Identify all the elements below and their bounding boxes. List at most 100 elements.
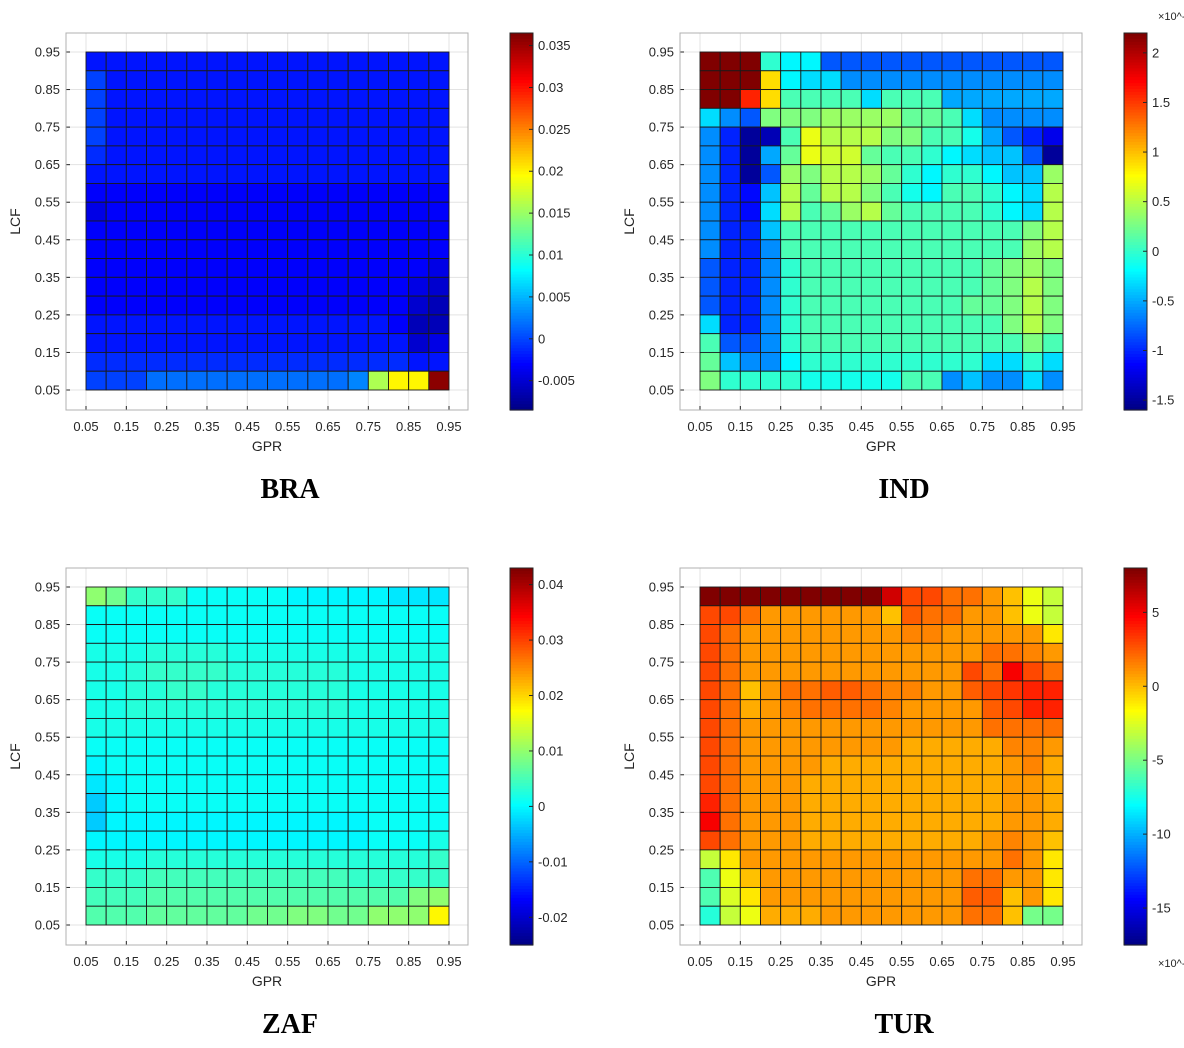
heatmap-cell bbox=[699, 661, 721, 682]
colorbar-segment bbox=[510, 171, 533, 175]
heatmap-cell bbox=[881, 642, 903, 663]
x-tick-label: 0.25 bbox=[154, 419, 179, 434]
heatmap-cell bbox=[307, 774, 329, 795]
heatmap-cell bbox=[186, 145, 208, 166]
heatmap-cell bbox=[226, 886, 248, 907]
heatmap-cell bbox=[146, 905, 168, 926]
colorbar-segment bbox=[510, 909, 533, 914]
heatmap-cell bbox=[840, 886, 862, 907]
heatmap-cell bbox=[901, 220, 923, 241]
colorbar-segment bbox=[1124, 623, 1147, 628]
heatmap-cell bbox=[388, 70, 410, 91]
heatmap-cell bbox=[327, 755, 349, 776]
colorbar-segment bbox=[1124, 256, 1147, 261]
heatmap-cell bbox=[125, 774, 147, 795]
heatmap-cell bbox=[166, 661, 188, 682]
heatmap-cell bbox=[921, 164, 943, 184]
colorbar-segment bbox=[510, 732, 533, 737]
heatmap-cell bbox=[860, 89, 882, 109]
colorbar-segment bbox=[510, 656, 533, 660]
heatmap-cell bbox=[105, 774, 127, 795]
heatmap-cell bbox=[267, 107, 289, 128]
heatmap-cell bbox=[388, 239, 410, 260]
heatmap-cell bbox=[699, 239, 721, 260]
heatmap-cell bbox=[327, 699, 349, 719]
colorbar-segment bbox=[1124, 609, 1147, 613]
heatmap-cell bbox=[921, 295, 943, 316]
colorbar-segment bbox=[1124, 930, 1147, 934]
heatmap-cell bbox=[166, 51, 188, 72]
heatmap-cell bbox=[428, 70, 450, 91]
heatmap-cell bbox=[760, 164, 782, 184]
heatmap-cell bbox=[961, 642, 983, 663]
colorbar-segment bbox=[510, 918, 533, 923]
colorbar-segment bbox=[1124, 853, 1147, 858]
colorbar-segment bbox=[1124, 118, 1147, 122]
heatmap-cell bbox=[760, 849, 782, 870]
colorbar-segment bbox=[1124, 830, 1147, 834]
heatmap-cell bbox=[820, 774, 842, 795]
heatmap-cell bbox=[739, 680, 761, 701]
heatmap-cell bbox=[307, 699, 329, 719]
heatmap-cell bbox=[166, 699, 188, 719]
heatmap-cell bbox=[267, 755, 289, 776]
heatmap-cell bbox=[1022, 717, 1044, 738]
heatmap-cell bbox=[820, 314, 842, 335]
heatmap-cell bbox=[840, 605, 862, 626]
heatmap-cell bbox=[125, 295, 147, 316]
heatmap-cell bbox=[860, 661, 882, 682]
heatmap-cell bbox=[921, 126, 943, 147]
heatmap-cell bbox=[428, 145, 450, 166]
heatmap-cell bbox=[226, 51, 248, 72]
colorbar-segment bbox=[1124, 139, 1147, 143]
heatmap-cell bbox=[699, 89, 721, 109]
colorbar-segment bbox=[510, 165, 533, 170]
heatmap-cell bbox=[347, 699, 369, 719]
heatmap-cell bbox=[166, 164, 188, 184]
heatmap-cell bbox=[287, 680, 309, 701]
heatmap-cell bbox=[1022, 886, 1044, 907]
colorbar-tick-label: 1 bbox=[1152, 145, 1159, 160]
y-axis-label: LCF bbox=[621, 743, 637, 769]
colorbar-segment bbox=[510, 836, 533, 840]
heatmap-cell bbox=[146, 126, 168, 147]
colorbar-segment bbox=[510, 374, 533, 379]
colorbar-segment bbox=[510, 774, 533, 778]
heatmap-cell bbox=[186, 605, 208, 626]
colorbar-segment bbox=[1124, 883, 1147, 887]
heatmap-cell bbox=[881, 811, 903, 832]
heatmap-cell bbox=[840, 717, 862, 738]
heatmap-cell bbox=[840, 905, 862, 926]
heatmap-cell bbox=[961, 586, 983, 607]
colorbar-segment bbox=[510, 618, 533, 622]
heatmap-cell bbox=[1002, 793, 1024, 813]
heatmap-cell bbox=[388, 624, 410, 644]
heatmap-cell bbox=[800, 642, 822, 663]
heatmap-cell bbox=[941, 164, 963, 184]
heatmap-cell bbox=[840, 351, 862, 372]
heatmap-cell bbox=[1002, 370, 1024, 391]
heatmap-cell bbox=[860, 107, 882, 128]
heatmap-cell bbox=[408, 89, 430, 109]
y-tick-label: 0.35 bbox=[649, 805, 674, 820]
heatmap-cell bbox=[267, 586, 289, 607]
heatmap-cell bbox=[105, 849, 127, 870]
heatmap-cell bbox=[820, 164, 842, 184]
heatmap-cell bbox=[800, 239, 822, 260]
heatmap-cell bbox=[267, 642, 289, 663]
heatmap-cell bbox=[105, 586, 127, 607]
heatmap-cell bbox=[408, 276, 430, 297]
heatmap-cell bbox=[226, 126, 248, 147]
heatmap-cell bbox=[166, 333, 188, 353]
heatmap-cell bbox=[267, 680, 289, 701]
heatmap-cell bbox=[820, 736, 842, 757]
heatmap-cell bbox=[981, 624, 1003, 644]
heatmap-cell bbox=[699, 70, 721, 91]
heatmap-cell bbox=[901, 164, 923, 184]
heatmap-cell bbox=[921, 661, 943, 682]
heatmap-cell bbox=[367, 351, 389, 372]
colorbar-tick-label: -0.005 bbox=[538, 373, 575, 388]
heatmap-cell bbox=[760, 333, 782, 353]
y-tick-label: 0.95 bbox=[649, 45, 674, 60]
heatmap-cell bbox=[327, 70, 349, 91]
